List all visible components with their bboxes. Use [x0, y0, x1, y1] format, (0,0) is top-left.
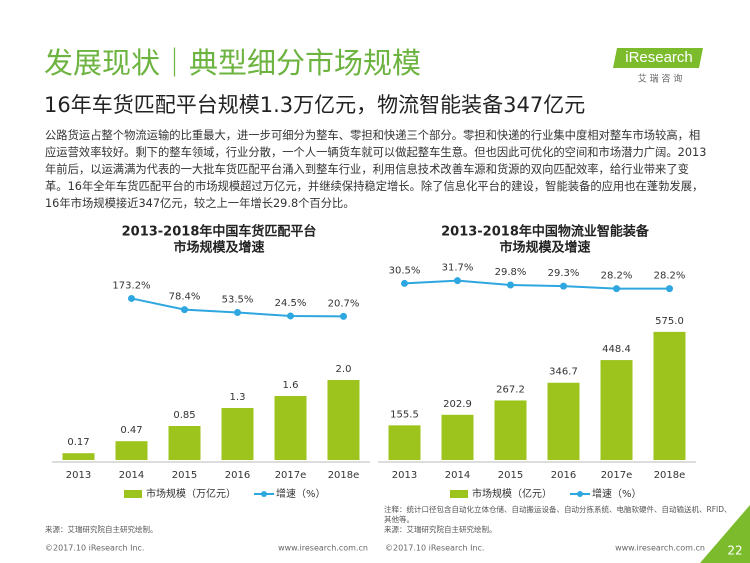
footer-copyright: ©2017.10 iResearch Inc.: [385, 544, 484, 553]
bar-label: 0.47: [120, 425, 142, 436]
x-tick-label: 2015: [498, 470, 523, 481]
legend-swatch: [261, 491, 267, 497]
body-text: 公路货运占整个物流运输的比重最大，进一步可细分为整车、零担和快递三个部分。零担和…: [45, 129, 707, 210]
growth-label: 24.5%: [275, 298, 307, 309]
legend-label: 增速（%）: [592, 487, 642, 500]
chart-subtitle: 市场规模及增速: [499, 240, 590, 256]
x-tick-label: 2015: [172, 470, 197, 481]
legend-label: 市场规模（亿元）: [472, 487, 552, 500]
growth-label: 30.5%: [389, 265, 421, 276]
growth-label: 28.2%: [601, 271, 633, 282]
growth-point: [454, 277, 461, 285]
bar-label: 575.0: [655, 316, 684, 327]
bar-label: 1.6: [283, 380, 299, 391]
logo-badge: [613, 48, 703, 68]
chart-source: 来源：艾瑞研究院自主研究绘制。: [45, 524, 158, 534]
legend-swatch: [124, 490, 142, 498]
bar-label: 1.3: [230, 392, 246, 403]
bar-label: 448.4: [602, 344, 631, 355]
footer-url: www.iresearch.com.cn: [615, 544, 705, 553]
growth-point: [234, 309, 241, 317]
footer-url: www.iresearch.com.cn: [278, 544, 368, 553]
bar-label: 0.17: [67, 437, 89, 448]
bar: [388, 425, 421, 460]
bar-label: 155.5: [390, 409, 419, 420]
growth-label: 31.7%: [442, 263, 474, 274]
bar: [547, 382, 580, 460]
logo-tagline: 艾 瑞 咨 询: [638, 73, 683, 85]
logo-name: iResearch: [625, 49, 693, 66]
x-tick-label: 2018e: [328, 470, 360, 481]
bar: [221, 408, 254, 460]
bar: [327, 380, 360, 460]
growth-line: [404, 279, 670, 290]
growth-label: 28.2%: [654, 271, 686, 282]
x-tick-label: 2017e: [275, 470, 307, 481]
growth-point: [128, 294, 135, 302]
bar: [494, 400, 527, 460]
x-tick-label: 2018e: [654, 470, 686, 481]
x-tick-label: 2016: [225, 470, 250, 481]
x-tick-label: 2017e: [601, 470, 633, 481]
bar-label: 202.9: [443, 399, 472, 410]
bar: [62, 453, 95, 460]
bar-label: 346.7: [549, 367, 578, 378]
growth-label: 173.2%: [112, 280, 150, 291]
legend-swatch: [450, 490, 468, 498]
x-tick-label: 2016: [551, 470, 576, 481]
bar: [115, 441, 148, 460]
bar-label: 2.0: [336, 364, 352, 375]
bar: [274, 396, 307, 460]
growth-point: [181, 306, 188, 314]
x-tick-label: 2014: [445, 470, 470, 481]
chart-source: 来源：艾瑞研究院自主研究绘制。: [384, 524, 497, 534]
growth-point: [340, 312, 347, 320]
slide-title: 发展现状｜典型细分市场规模: [44, 46, 422, 80]
growth-label: 20.7%: [328, 298, 360, 309]
bar: [600, 360, 633, 460]
growth-point: [613, 285, 620, 293]
bar: [441, 414, 474, 460]
legend-label: 增速（%）: [276, 487, 326, 500]
x-tick-label: 2014: [119, 470, 144, 481]
page-number: 22: [727, 544, 742, 558]
growth-point: [560, 282, 567, 290]
chart-subtitle: 市场规模及增速: [173, 240, 264, 256]
growth-point: [287, 312, 294, 320]
bar-label: 0.85: [173, 410, 195, 421]
growth-point: [666, 285, 673, 293]
growth-label: 29.8%: [495, 267, 527, 278]
growth-label: 78.4%: [169, 292, 201, 303]
legend-label: 市场规模（万亿元）: [146, 487, 236, 500]
footer-copyright: ©2017.10 iResearch Inc.: [45, 544, 144, 553]
growth-label: 53.5%: [222, 295, 254, 306]
chart-title: 2013-2018年中国车货匹配平台: [122, 224, 317, 240]
x-tick-label: 2013: [66, 470, 91, 481]
growth-point: [507, 281, 514, 289]
growth-point: [401, 279, 408, 287]
corner-triangle: [700, 505, 750, 563]
x-tick-label: 2013: [392, 470, 417, 481]
chart-note: 注释：统计口径包含自动化立体仓储、自动搬运设备、自动分拣系统、电脑软硬件、自动输…: [384, 504, 732, 524]
bar: [653, 331, 686, 460]
slide-subtitle: 16年车货匹配平台规模1.3万亿元，物流智能装备347亿元: [44, 93, 586, 117]
bar-label: 267.2: [496, 384, 525, 395]
bar: [168, 426, 201, 460]
chart-title: 2013-2018年中国物流业智能装备: [441, 224, 650, 240]
growth-label: 29.3%: [548, 268, 580, 279]
legend-swatch: [577, 491, 583, 497]
